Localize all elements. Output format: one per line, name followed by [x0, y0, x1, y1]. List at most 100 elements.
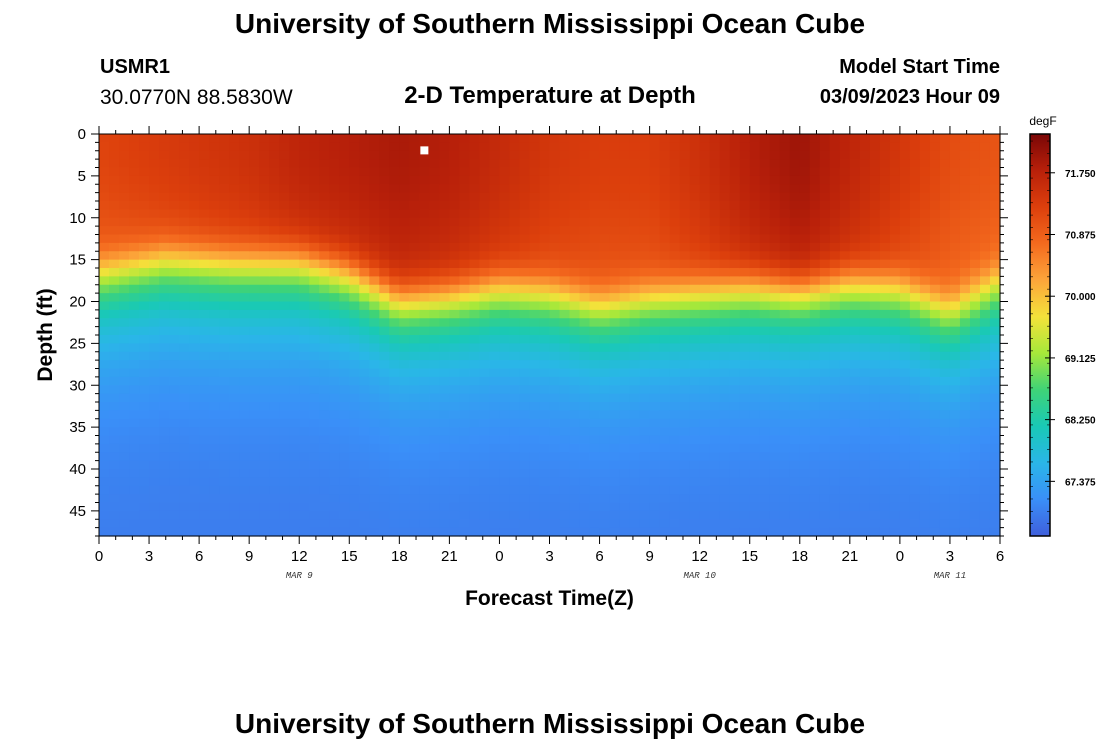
heatmap-cell [699, 318, 711, 328]
heatmap-cell [259, 435, 270, 445]
heatmap-cell [339, 309, 350, 319]
heatmap-cell [169, 510, 180, 520]
heatmap-cell [659, 251, 671, 261]
heatmap-cell [259, 452, 270, 462]
heatmap-cell [289, 217, 300, 227]
heatmap-cell [189, 251, 200, 261]
heatmap-cell [589, 418, 601, 428]
heatmap-cell [699, 510, 711, 520]
heatmap-cell [219, 192, 230, 202]
heatmap-cell [679, 217, 691, 227]
x-tick-label: 3 [946, 548, 954, 565]
heatmap-cell [569, 209, 581, 219]
heatmap-cell [109, 335, 120, 344]
heatmap-cell [969, 460, 981, 470]
heatmap-cell [549, 217, 561, 227]
heatmap-cell [479, 402, 491, 411]
heatmap-cell [489, 142, 501, 152]
heatmap-cell [309, 368, 320, 378]
heatmap-cell [599, 418, 611, 428]
heatmap-cell [359, 234, 370, 244]
heatmap-cell [819, 234, 831, 244]
heatmap-cell [519, 192, 531, 202]
heatmap-cell [809, 326, 821, 336]
heatmap-cell [149, 402, 160, 411]
heatmap-cell [949, 393, 961, 403]
heatmap-cell [359, 301, 370, 311]
heatmap-cell [279, 494, 290, 504]
heatmap-cell [989, 201, 1001, 210]
heatmap-cell [839, 301, 851, 311]
heatmap-cell [729, 418, 741, 428]
heatmap-cell [349, 335, 360, 344]
heatmap-cell [929, 343, 941, 353]
heatmap-cell [299, 234, 310, 244]
heatmap-cell [399, 402, 410, 411]
heatmap-cell [509, 477, 521, 487]
heatmap-cell [439, 301, 450, 311]
heatmap-cell [159, 217, 170, 227]
y-tick-label: 40 [69, 461, 86, 478]
heatmap-cell [839, 184, 851, 194]
heatmap-cell [779, 134, 791, 143]
heatmap-cell [979, 259, 991, 269]
heatmap-cell [219, 418, 230, 428]
heatmap-cell [679, 460, 691, 470]
heatmap-cell [739, 477, 751, 487]
heatmap-cell [139, 469, 150, 478]
heatmap-cell [849, 284, 861, 294]
heatmap-cell [309, 418, 320, 428]
heatmap-cell [329, 326, 340, 336]
heatmap-cell [159, 301, 170, 311]
heatmap-cell [389, 192, 400, 202]
heatmap-cell [559, 443, 571, 453]
heatmap-cell [439, 494, 450, 504]
heatmap-cell [449, 217, 460, 227]
heatmap-cell [229, 385, 240, 395]
heatmap-cell [489, 293, 501, 303]
heatmap-cell [799, 452, 811, 462]
heatmap-cell [359, 217, 370, 227]
heatmap-cell [689, 259, 701, 269]
heatmap-cell [729, 150, 741, 160]
heatmap-cell [559, 309, 571, 319]
heatmap-cell [769, 418, 781, 428]
heatmap-cell [659, 376, 671, 386]
heatmap-cell [409, 301, 420, 311]
heatmap-cell [719, 443, 731, 453]
heatmap-cell [659, 435, 671, 445]
heatmap-cell [749, 443, 761, 453]
heatmap-cell [159, 226, 170, 236]
heatmap-cell [629, 293, 641, 303]
heatmap-cell [99, 469, 110, 478]
heatmap-cell [149, 485, 160, 495]
heatmap-cell [579, 368, 591, 378]
heatmap-cell [119, 510, 130, 520]
heatmap-cell [979, 234, 991, 244]
heatmap-cell [489, 368, 501, 378]
heatmap-cell [949, 527, 961, 537]
heatmap-cell [329, 276, 340, 286]
heatmap-cell [239, 510, 250, 520]
heatmap-cell [259, 217, 270, 227]
heatmap-cell [609, 351, 621, 361]
heatmap-cell [929, 134, 941, 143]
heatmap-cell [389, 351, 400, 361]
heatmap-cell [969, 150, 981, 160]
heatmap-cell [229, 477, 240, 487]
heatmap-cell [739, 502, 751, 512]
heatmap-cell [719, 527, 731, 537]
heatmap-cell [899, 443, 911, 453]
heatmap-cell [929, 167, 941, 177]
heatmap-cell [429, 234, 440, 244]
heatmap-cell [509, 519, 521, 529]
heatmap-cell [509, 435, 521, 445]
heatmap-cell [329, 226, 340, 236]
heatmap-cell [799, 175, 811, 185]
heatmap-cell [429, 443, 440, 453]
heatmap-cell [939, 477, 951, 487]
heatmap-cell [319, 402, 330, 411]
heatmap-cell [549, 418, 561, 428]
heatmap-cell [929, 309, 941, 319]
heatmap-cell [689, 226, 701, 236]
